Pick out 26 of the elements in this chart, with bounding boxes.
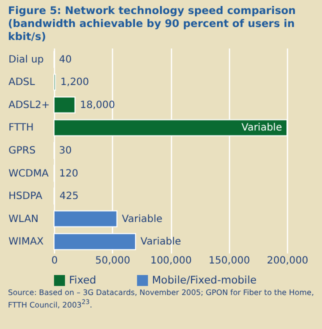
data-label: 425 [59, 191, 79, 202]
y-tick-label: FTTH [8, 122, 34, 134]
data-label: 1,200 [60, 77, 90, 88]
chart-title: Figure 5: Network technology speed comparison (bandwidth achievable by 90 percent of users in kbit/s) [7, 4, 297, 44]
data-label: Variable [242, 122, 282, 134]
y-tick-label: WIMAX [8, 236, 44, 248]
data-label: 120 [59, 168, 78, 180]
y-tick-label: WCDMA [8, 168, 49, 180]
y-tick-label: WLAN [8, 214, 39, 225]
data-label: 40 [59, 54, 72, 66]
data-label: Variable [122, 214, 162, 225]
data-label: 18,000 [80, 100, 115, 111]
x-tick-label: 150,000 [208, 256, 250, 266]
data-label: 30 [59, 146, 72, 156]
x-tick-label: 0 [51, 256, 58, 266]
x-tick-label: 100,000 [150, 256, 192, 266]
y-tick-label: HSDPA [8, 191, 42, 202]
x-tick-label: 50,000 [95, 256, 130, 266]
y-tick-label: GPRS [8, 146, 36, 156]
y-tick-label: ADSL2+ [8, 100, 50, 111]
y-tick-label: ADSL [8, 77, 36, 88]
x-tick-label: 200,000 [266, 256, 308, 266]
data-label: Variable [140, 236, 182, 248]
y-tick-label: Dial up [8, 54, 44, 66]
legend-label: Mobile/Fixed-mobile [152, 274, 257, 286]
legend-label: Fixed [69, 274, 96, 286]
